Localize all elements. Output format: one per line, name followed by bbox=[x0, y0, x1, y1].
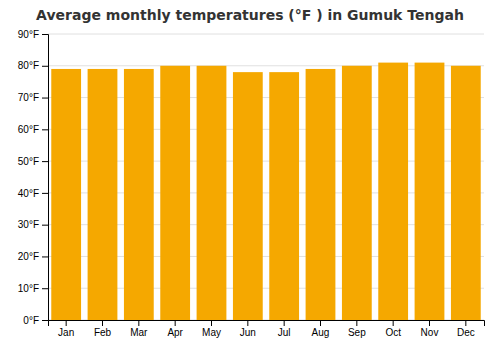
x-tick-mark bbox=[66, 320, 67, 326]
x-tick-label: Apr bbox=[167, 327, 183, 338]
y-tick-mark bbox=[42, 225, 48, 226]
x-tick: May bbox=[202, 320, 221, 338]
bar bbox=[88, 69, 118, 320]
y-tick-mark bbox=[42, 256, 48, 257]
axis-line bbox=[42, 35, 49, 321]
x-tick-label: Nov bbox=[421, 327, 439, 338]
bar bbox=[233, 72, 263, 320]
y-tick-label: 90°F bbox=[18, 29, 39, 40]
y-tick: 0°F bbox=[23, 315, 48, 326]
y-tick: 60°F bbox=[18, 124, 48, 135]
y-axis: 0°F 10°F 20°F 30°F 40°F 50°F 60°F 70°F 80°F 90°F bbox=[18, 29, 49, 326]
y-tick: 50°F bbox=[18, 156, 48, 167]
x-tick-mark bbox=[102, 320, 103, 326]
y-tick: 70°F bbox=[18, 92, 48, 103]
x-tick-label: Feb bbox=[94, 327, 112, 338]
bar bbox=[197, 66, 227, 320]
bar bbox=[306, 69, 336, 320]
x-tick-label: Sep bbox=[348, 327, 366, 338]
y-tick-label: 20°F bbox=[18, 251, 39, 262]
x-tick: Sep bbox=[348, 320, 366, 338]
x-tick-mark bbox=[320, 320, 321, 326]
y-tick-mark bbox=[42, 66, 48, 67]
x-tick: Jul bbox=[278, 320, 291, 338]
x-tick-mark bbox=[211, 320, 212, 326]
x-tick-label: Oct bbox=[385, 327, 401, 338]
y-tick-mark bbox=[42, 34, 48, 35]
bar bbox=[415, 63, 445, 320]
x-tick: Apr bbox=[167, 320, 183, 338]
y-tick-mark bbox=[42, 161, 48, 162]
y-tick: 40°F bbox=[18, 188, 48, 199]
x-tick: Feb bbox=[94, 320, 112, 338]
bar bbox=[124, 69, 154, 320]
y-tick-label: 10°F bbox=[18, 283, 39, 294]
title: Average monthly temperatures (°F ) in Gu… bbox=[36, 7, 464, 23]
x-tick-mark bbox=[284, 320, 285, 326]
y-tick: 30°F bbox=[18, 219, 48, 230]
x-tick-mark bbox=[465, 320, 466, 326]
x-tick-label: May bbox=[202, 327, 221, 338]
x-tick-mark bbox=[175, 320, 176, 326]
x-tick-mark bbox=[356, 320, 357, 326]
y-tick: 90°F bbox=[18, 29, 48, 40]
bar bbox=[342, 66, 372, 320]
y-tick-mark bbox=[42, 129, 48, 130]
bar bbox=[160, 66, 190, 320]
x-tick-mark bbox=[393, 320, 394, 326]
x-tick-label: Dec bbox=[457, 327, 475, 338]
y-tick: 10°F bbox=[18, 283, 48, 294]
y-tick: 20°F bbox=[18, 251, 48, 262]
bar bbox=[451, 66, 481, 320]
bar bbox=[378, 63, 408, 320]
x-tick: Oct bbox=[385, 320, 401, 338]
bar bbox=[269, 72, 299, 320]
x-tick: Nov bbox=[421, 320, 439, 338]
y-tick-label: 0°F bbox=[23, 315, 39, 326]
x-tick: Aug bbox=[312, 320, 330, 338]
x-tick: Mar bbox=[130, 320, 148, 338]
y-tick-mark bbox=[42, 288, 48, 289]
y-tick-mark bbox=[42, 193, 48, 194]
chart: Jan Feb Mar Apr May Jun Jul Aug Sep Oct Nov Dec 0°F 1… bbox=[0, 0, 500, 350]
x-tick-label: Aug bbox=[312, 327, 330, 338]
y-tick-label: 80°F bbox=[18, 60, 39, 71]
x-tick-mark bbox=[138, 320, 139, 326]
x-tick: Jan bbox=[58, 320, 74, 338]
y-tick-mark bbox=[42, 320, 48, 321]
y-tick-label: 40°F bbox=[18, 188, 39, 199]
x-tick-label: Jun bbox=[240, 327, 256, 338]
x-tick-label: Jan bbox=[58, 327, 74, 338]
grid bbox=[48, 34, 484, 320]
y-tick-label: 60°F bbox=[18, 124, 39, 135]
x-axis: Jan Feb Mar Apr May Jun Jul Aug Sep Oct Nov Dec bbox=[49, 320, 485, 338]
x-tick-label: Jul bbox=[278, 327, 291, 338]
x-tick-mark bbox=[429, 320, 430, 326]
x-tick: Jun bbox=[240, 320, 256, 338]
axis-line bbox=[49, 321, 485, 327]
bars bbox=[51, 63, 480, 320]
x-tick-mark bbox=[247, 320, 248, 326]
x-tick: Dec bbox=[457, 320, 475, 338]
y-tick-mark bbox=[42, 98, 48, 99]
y-tick-label: 50°F bbox=[18, 156, 39, 167]
y-tick: 80°F bbox=[18, 60, 48, 71]
grid-line bbox=[48, 34, 484, 35]
bar bbox=[51, 69, 81, 320]
x-tick-label: Mar bbox=[130, 327, 148, 338]
y-tick-label: 30°F bbox=[18, 219, 39, 230]
plot: Jan Feb Mar Apr May Jun Jul Aug Sep Oct Nov Dec 0°F 1… bbox=[18, 29, 485, 338]
y-tick-label: 70°F bbox=[18, 92, 39, 103]
